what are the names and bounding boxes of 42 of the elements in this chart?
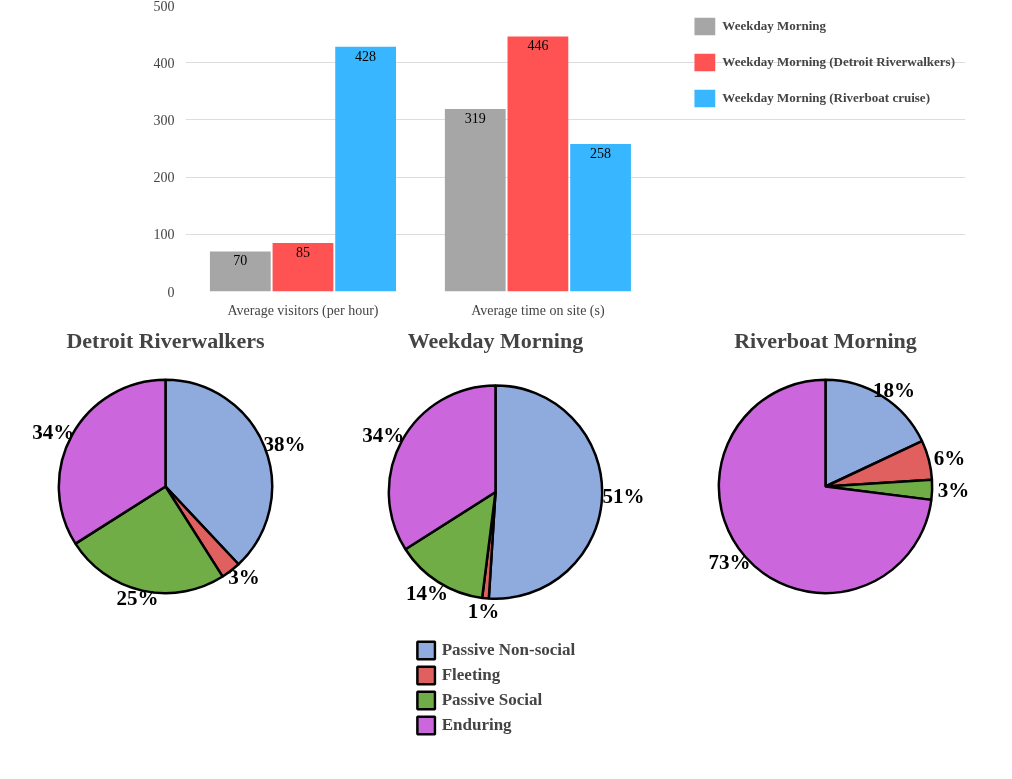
data-label: 14% — [405, 580, 448, 605]
data-label: 70 — [233, 253, 248, 269]
chart-title: Riverboat Morning — [734, 327, 917, 353]
y-tick-label: 100 — [153, 227, 175, 243]
data-label: 258 — [590, 145, 612, 161]
legend-label: Weekday Morning (Detroit Riverwalkers) — [722, 54, 955, 70]
x-tick-label: Average time on site (s) — [471, 302, 605, 319]
data-label: 73% — [708, 549, 751, 574]
bar — [272, 242, 334, 292]
bar — [209, 251, 271, 292]
y-tick-label: 500 — [153, 0, 175, 14]
data-label: 446 — [527, 38, 549, 54]
chart-title: Weekday Morning — [407, 327, 584, 353]
bar — [507, 36, 569, 292]
data-label: 25% — [116, 585, 159, 610]
data-label: 51% — [602, 483, 645, 508]
data-label: 34% — [32, 419, 75, 444]
data-label: 319 — [464, 111, 486, 127]
bar — [570, 143, 631, 292]
legend-label: Passive Social — [441, 690, 543, 710]
x-tick-label: Average visitors (per hour) — [227, 302, 379, 319]
data-label: 6% — [933, 446, 966, 471]
data-label: 34% — [362, 422, 405, 447]
y-tick-label: 200 — [153, 170, 175, 186]
legend-label: Fleeting — [441, 665, 501, 685]
data-label: 18% — [873, 378, 916, 403]
y-tick-label: 300 — [153, 112, 175, 128]
data-label: 1% — [467, 598, 500, 623]
chart-title: Detroit Riverwalkers — [66, 327, 266, 353]
legend-label: Weekday Morning — [722, 18, 827, 34]
bar — [335, 46, 397, 292]
data-label: 38% — [263, 432, 306, 457]
y-tick-label: 0 — [167, 284, 175, 300]
data-label: 3% — [228, 564, 260, 589]
bar — [444, 109, 506, 292]
data-label: 85 — [295, 244, 310, 260]
legend-label: Enduring — [441, 715, 512, 735]
data-label: 428 — [355, 48, 377, 64]
y-tick-label: 400 — [153, 55, 175, 71]
legend-label: Passive Non-social — [441, 640, 576, 660]
legend-label: Weekday Morning (Riverboat cruise) — [722, 90, 930, 106]
data-label: 3% — [937, 478, 970, 503]
